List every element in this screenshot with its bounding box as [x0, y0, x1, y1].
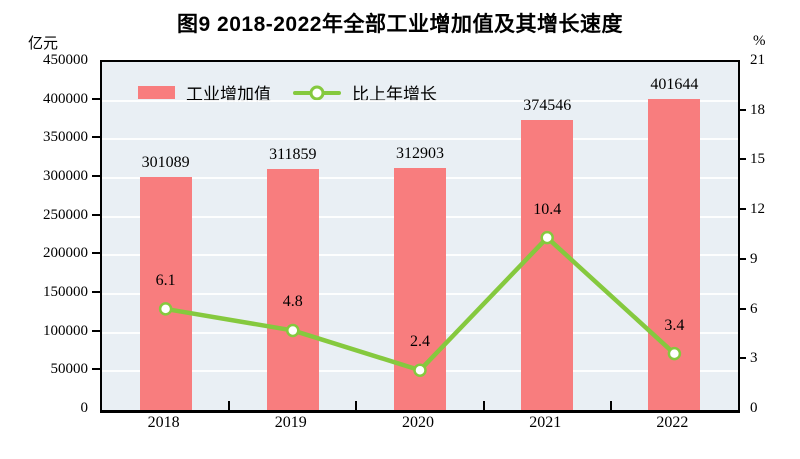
- x-axis-category-label: 2020: [402, 414, 434, 431]
- bar-value-label: 311859: [269, 145, 317, 163]
- gridline: [102, 138, 738, 141]
- right-axis-tick-label: 6: [750, 300, 758, 317]
- x-axis-boundary-tick: [609, 401, 612, 410]
- plot-area: 工业增加值 比上年增长 301089 311859 312903 374546 4016…: [100, 60, 740, 413]
- bar-value-label: 374546: [523, 97, 572, 115]
- left-axis-tick-label: 0: [80, 400, 89, 416]
- line-marker: [413, 363, 427, 377]
- right-axis-tick-label: 0: [750, 400, 758, 416]
- left-axis-tick: [92, 175, 100, 177]
- x-axis-boundary-tick: [482, 401, 485, 410]
- line-series-legend-label: 比上年增长: [352, 85, 437, 104]
- left-axis-unit-label: 亿元: [28, 35, 59, 52]
- x-axis-category-label: 2021: [529, 414, 562, 431]
- left-axis-tick-label: 50000: [50, 361, 89, 378]
- bar: [266, 168, 319, 410]
- bar-series-swatch-icon: [138, 86, 175, 99]
- line-marker: [286, 323, 300, 338]
- line-value-label: 10.4: [533, 200, 562, 218]
- x-axis-category-label: 2019: [274, 414, 307, 431]
- bar-value-label: 312903: [396, 145, 444, 163]
- x-axis-boundary-tick: [355, 401, 358, 410]
- left-axis-tick-label: 300000: [43, 168, 88, 184]
- right-axis-unit-label: %: [753, 33, 766, 49]
- right-axis-tick: [738, 108, 746, 111]
- growth-line-chart: [158, 230, 682, 377]
- left-axis-tick: [92, 213, 100, 216]
- right-axis-tick-label: 18: [750, 101, 765, 118]
- line-value-label: 6.1: [155, 271, 176, 289]
- bar-series-legend-label: 工业增加值: [186, 85, 271, 104]
- left-axis-tick: [92, 252, 100, 255]
- line-marker: [667, 346, 682, 361]
- bar: [521, 120, 574, 410]
- legend: 工业增加值 比上年增长: [138, 80, 459, 105]
- right-axis-tick: [738, 307, 746, 310]
- line-marker-icon: [309, 85, 325, 100]
- left-axis-tick-label: 200000: [43, 245, 88, 262]
- right-axis-tick: [738, 257, 746, 260]
- right-axis-tick-label: 9: [750, 250, 758, 267]
- line-marker: [540, 230, 554, 245]
- left-axis-tick: [92, 368, 100, 371]
- right-axis-tick-label: 12: [750, 201, 765, 218]
- bar: [139, 177, 192, 410]
- left-axis-tick-label: 400000: [43, 90, 88, 107]
- right-axis-tick: [738, 158, 746, 161]
- left-axis-tick: [92, 291, 100, 293]
- right-axis-tick: [738, 357, 746, 360]
- chart-title: 图9 2018-2022年全部工业增加值及其增长速度: [177, 13, 623, 36]
- line-value-label: 4.8: [282, 293, 303, 311]
- left-axis-tick: [92, 329, 100, 332]
- right-axis-tick-label: 15: [750, 151, 765, 168]
- line-series-symbol-icon: [293, 85, 341, 100]
- x-axis-category-label: 2018: [147, 414, 180, 431]
- gridline: [102, 99, 738, 102]
- left-axis-tick-label: 150000: [43, 284, 88, 300]
- line-value-label: 3.4: [664, 316, 685, 334]
- left-axis-tick: [92, 97, 100, 100]
- line-value-label: 2.4: [410, 333, 430, 351]
- left-axis-tick-label: 450000: [43, 52, 88, 68]
- left-axis-tick: [92, 136, 100, 139]
- x-axis-category-label: 2022: [656, 414, 689, 431]
- bar-value-label: 401644: [650, 76, 699, 94]
- right-axis-tick-label: 3: [750, 350, 758, 367]
- line-marker: [158, 302, 173, 316]
- left-axis-tick-label: 250000: [43, 206, 88, 223]
- right-axis-tick-label: 21: [750, 52, 765, 68]
- left-axis-tick-label: 100000: [43, 322, 88, 339]
- left-axis-tick-label: 350000: [43, 129, 88, 146]
- x-axis-boundary-tick: [228, 401, 231, 410]
- bar-value-label: 301089: [141, 154, 190, 172]
- right-axis-tick: [738, 208, 746, 211]
